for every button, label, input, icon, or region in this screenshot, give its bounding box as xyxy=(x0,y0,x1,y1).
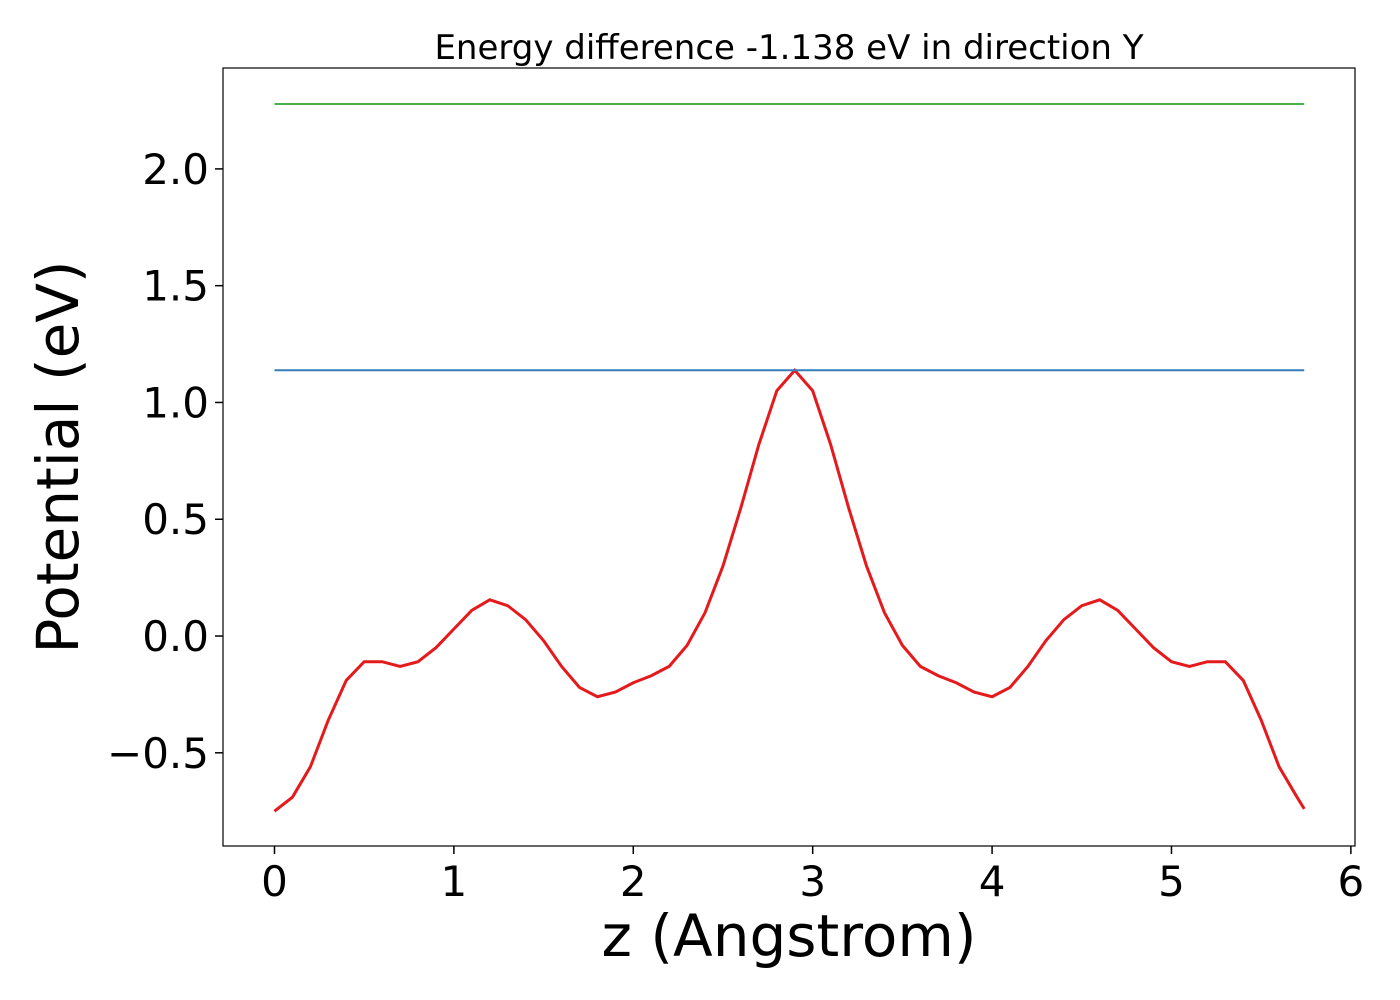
y-axis-label: Potential (eV) xyxy=(24,260,92,653)
x-tick-label: 1 xyxy=(441,857,468,906)
x-tick-label: 6 xyxy=(1338,857,1365,906)
x-tick-label: 0 xyxy=(261,857,288,906)
x-tick-label: 2 xyxy=(620,857,647,906)
chart-title: Energy difference -1.138 eV in direction… xyxy=(434,28,1143,68)
y-tick-label: −0.5 xyxy=(107,729,209,778)
x-axis-label: z (Angstrom) xyxy=(602,902,977,970)
plot-frame xyxy=(222,67,1356,847)
x-tick-label: 5 xyxy=(1158,857,1185,906)
y-tick-label: 1.5 xyxy=(142,262,209,311)
y-tick-label: 0.5 xyxy=(142,495,209,544)
y-tick-label: 2.0 xyxy=(142,145,209,194)
x-tick-label: 4 xyxy=(979,857,1006,906)
x-tick-label: 3 xyxy=(799,857,826,906)
y-tick-label: 0.0 xyxy=(142,612,209,661)
y-tick-label: 1.0 xyxy=(142,378,209,427)
